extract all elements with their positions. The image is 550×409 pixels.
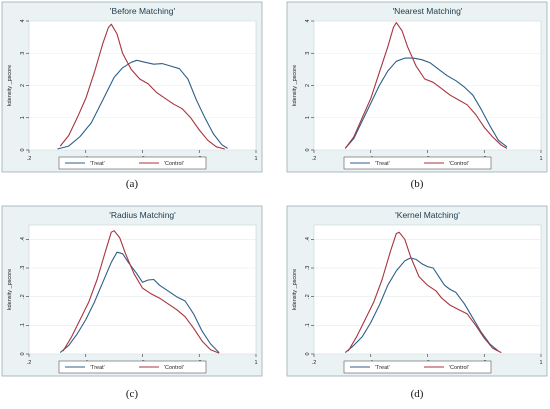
legend-label: 'Treat'	[90, 161, 105, 167]
y-tick-label: 1	[20, 116, 26, 119]
x-tick-label: .2	[312, 156, 317, 162]
y-tick-label: 0	[20, 352, 26, 355]
y-tick-label: .1	[305, 323, 311, 328]
x-tick-label: .2	[27, 156, 32, 162]
legend-label: 'Treat'	[90, 365, 105, 371]
y-tick-label: 0	[305, 352, 311, 355]
series-line-control	[344, 22, 508, 149]
y-tick-label: 0	[305, 148, 311, 151]
y-axis-label: kdensity _pscore	[292, 269, 298, 310]
y-axis-label: kdensity _pscore	[7, 269, 13, 310]
y-tick-label: 2	[305, 84, 311, 87]
series-line-treat	[344, 57, 508, 149]
y-tick-label: 4	[305, 19, 311, 22]
x-tick-label: .2	[312, 360, 317, 366]
legend-box	[58, 360, 207, 374]
chart-panel-0: 'Before Matching'01234.2.4.6.81Pscorekde…	[1, 1, 263, 173]
legend-label: 'Control'	[164, 365, 184, 371]
y-tick-label: 3	[305, 52, 311, 55]
y-tick-label: .4	[20, 237, 26, 242]
caption-a: (a)	[125, 178, 139, 190]
legend-label: 'Control'	[164, 161, 184, 167]
y-tick-label: .2	[305, 294, 311, 299]
series-line-control	[62, 230, 220, 354]
y-tick-label: 3	[20, 52, 26, 55]
y-tick-label: 0	[20, 148, 26, 151]
legend-box	[58, 156, 207, 170]
series-line-treat	[344, 257, 499, 354]
series-line-treat	[57, 59, 228, 150]
x-tick-label: 1	[254, 360, 257, 366]
y-axis-label: kdensity _pscore	[292, 65, 298, 106]
y-tick-label: .3	[20, 266, 26, 271]
chart-title: 'Kernel Matching'	[395, 210, 460, 220]
legend-box	[343, 156, 492, 170]
legend-label: 'Control'	[449, 365, 469, 371]
x-tick-label: 1	[254, 156, 257, 162]
legend-label: 'Treat'	[375, 161, 390, 167]
series-line-control	[59, 23, 225, 150]
y-tick-label: .1	[20, 323, 26, 328]
y-tick-label: 1	[305, 116, 311, 119]
caption-b: (b)	[410, 178, 424, 190]
series-line-treat	[59, 251, 220, 354]
y-tick-label: .3	[305, 266, 311, 271]
chart-panel-3: 'Kernel Matching'0.1.2.3.4.2.4.6.81Pscor…	[286, 205, 548, 377]
y-tick-label: 4	[20, 19, 26, 22]
x-tick-label: 1	[539, 360, 542, 366]
plot-area	[313, 224, 542, 355]
plot-area	[28, 224, 257, 355]
legend-box	[343, 360, 492, 374]
chart-panel-2: 'Radius Matching'0.1.2.3.4.2.4.6.81Pscor…	[1, 205, 263, 377]
x-tick-label: 1	[539, 156, 542, 162]
legend-label: 'Control'	[449, 161, 469, 167]
chart-title: 'Before Matching'	[110, 6, 176, 16]
chart-title: 'Radius Matching'	[109, 210, 176, 220]
y-axis-label: kdensity _pscore	[7, 65, 13, 106]
y-tick-label: .2	[20, 294, 26, 299]
legend-label: 'Treat'	[375, 365, 390, 371]
chart-panel-1: 'Nearest Matching'01234.2.4.6.81Pscorekd…	[286, 1, 548, 173]
y-tick-label: .4	[305, 237, 311, 242]
x-tick-label: .2	[27, 360, 32, 366]
caption-c: (c)	[125, 388, 139, 400]
series-line-control	[347, 231, 502, 354]
chart-title: 'Nearest Matching'	[393, 6, 463, 16]
caption-d: (d)	[410, 388, 424, 400]
y-tick-label: 2	[20, 84, 26, 87]
